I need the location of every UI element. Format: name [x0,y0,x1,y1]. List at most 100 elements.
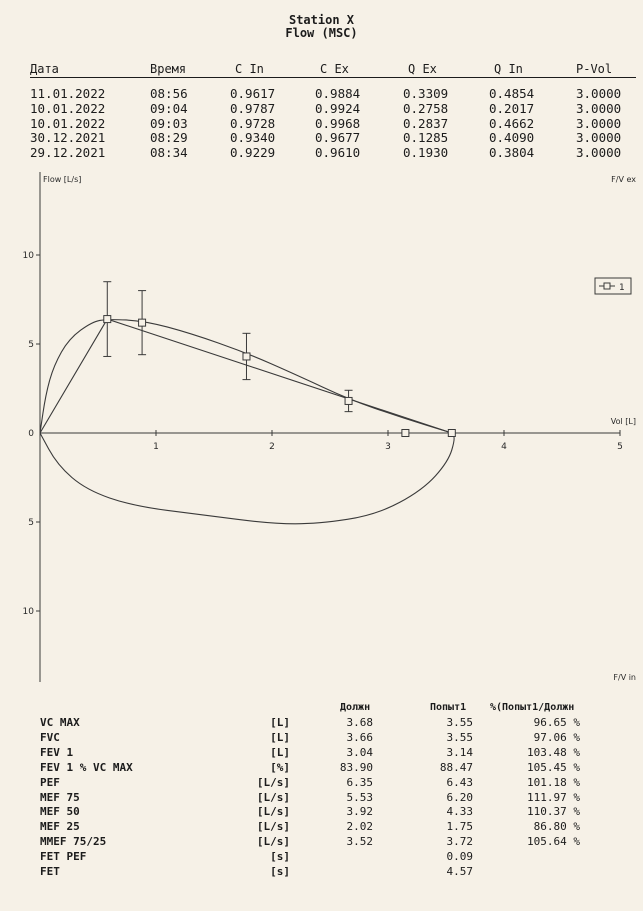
result-param-name-cell: FEV 1 [40,745,74,759]
result-trial1-cell: 3.14 [446,745,474,759]
col-c-in: C In [235,62,264,76]
result-unit-cell: [s] [270,865,290,878]
session-q-ex-cell: 0.1930 [403,145,449,161]
x-tick-label: 5 [617,442,623,452]
result-trial1-cell: 3.55 [446,730,474,744]
session-c-in-cell: 0.9340 [230,130,276,146]
series-expiratory-line [39,319,452,434]
result-predicted-cell: 2.02 [346,820,374,834]
results-header-predicted: Должн [340,702,371,713]
results-header-percent: %(Попыт1/Должн [490,702,575,713]
result-predicted-cell: 3.92 [346,805,374,819]
col-q-ex: Q Ex [408,62,437,76]
x-tick-label: 4 [501,442,507,452]
session-c-ex-cell: 0.9677 [315,130,361,146]
session-date-cell: 30.12.2021 [30,130,106,146]
result-param-name-cell: FET PEF [40,850,87,864]
legend-marker [603,282,611,290]
session-q-in-cell: 0.4854 [489,86,535,101]
result-percent-cell: 111.97 % [527,790,580,804]
result-trial1-cell: 3.72 [446,835,474,849]
col-time: Время [150,62,187,76]
result-unit-cell: [L/s] [256,835,290,849]
data-point-marker [447,429,456,437]
session-time-cell: 09:04 [150,100,188,116]
result-trial1-cell: 6.20 [446,790,474,804]
session-q-ex-cell: 0.2837 [403,115,449,131]
session-c-ex-cell: 0.9610 [315,145,361,161]
result-predicted-cell: 3.66 [346,730,374,744]
session-c-ex-cell: 0.9924 [315,100,361,116]
x-tick-label: 3 [385,442,391,452]
result-percent-cell: 101.18 % [527,775,580,789]
result-predicted-cell: 3.04 [346,745,374,759]
series-straight-line [39,318,452,434]
session-date-cell: 11.01.2022 [30,86,106,101]
session-date-cell: 10.01.2022 [30,115,106,131]
header-divider [30,77,636,78]
session-date-cell: 29.12.2021 [30,145,106,161]
result-trial1-cell: 1.75 [446,820,474,834]
result-predicted-cell: 6.35 [346,775,374,789]
result-param-name-cell: FET [40,865,60,878]
session-p-vol-cell: 3.0000 [576,86,622,101]
session-c-in-cell: 0.9229 [230,145,276,161]
result-unit-cell: [L/s] [256,775,290,789]
y-tick-label: 5 [28,518,34,528]
legend-label: 1 [619,283,625,293]
result-param-name-cell: VC MAX [40,716,80,729]
session-time-cell: 08:29 [150,130,188,146]
result-param-name-cell: MEF 25 [40,820,80,834]
result-predicted-cell: 3.68 [346,716,374,729]
session-time-cell: 08:56 [150,86,188,101]
session-p-vol-cell: 3.0000 [576,100,622,116]
flow-volume-chart: 1 2 3 4 5 5 10 5 10 0 Flow [L/s] F/V ex Vol [L] F/V i… [23,172,636,682]
result-param-name-cell: PEF [40,775,60,789]
result-percent-cell: 86.80 % [533,820,580,834]
result-trial1-cell: 88.47 [439,760,473,774]
session-p-vol-cell: 3.0000 [576,130,622,146]
session-q-ex-cell: 0.3309 [403,86,449,101]
session-p-vol-cell: 3.0000 [576,115,622,131]
session-q-ex-cell: 0.1285 [403,130,449,146]
result-param-name-cell: MEF 75 [40,790,80,804]
result-percent-cell: 96.65 % [533,716,580,729]
x-axis-label: Vol [L] [611,417,636,426]
results-header-trial1: Попыт1 [430,702,467,713]
y-tick-label-zero: 0 [28,429,34,439]
result-percent-cell: 105.45 % [527,760,580,774]
x-tick-label: 2 [269,442,275,452]
session-c-in-cell: 0.9728 [230,115,276,131]
session-time-cell: 08:34 [150,145,188,161]
y-axis-label: Flow [L/s] [43,175,81,184]
report-subtitle: Flow (MSC) [285,26,358,40]
result-percent-cell: 110.37 % [527,805,580,819]
result-unit-cell: [L] [270,716,290,729]
result-unit-cell: [L/s] [256,790,290,804]
data-point-marker [103,315,112,324]
result-trial1-cell: 4.57 [446,865,474,878]
y-tick-label: 10 [23,251,35,261]
result-unit-cell: [L] [270,730,290,744]
result-param-name-cell: MEF 50 [40,805,80,819]
data-point-marker [401,429,410,437]
result-param-name-cell: FVC [40,730,60,744]
result-percent-cell: 105.64 % [527,835,580,849]
result-unit-cell: [s] [270,850,290,864]
col-c-ex: C Ex [320,62,349,76]
data-point-marker [344,396,353,405]
result-unit-cell: [%] [270,760,290,774]
session-time-cell: 09:03 [150,115,188,131]
result-unit-cell: [L/s] [256,820,290,834]
result-trial1-cell: 6.43 [446,775,474,789]
col-q-in: Q In [494,62,523,76]
x-tick-label: 1 [153,442,159,452]
col-p-vol: P-Vol [576,62,613,76]
result-trial1-cell: 0.09 [446,850,474,864]
session-c-in-cell: 0.9787 [230,100,276,116]
result-param-name-cell: FEV 1 % VC MAX [40,760,133,774]
result-predicted-cell: 3.52 [346,835,374,849]
y-tick-label: 10 [23,607,35,617]
result-unit-cell: [L] [270,745,290,759]
